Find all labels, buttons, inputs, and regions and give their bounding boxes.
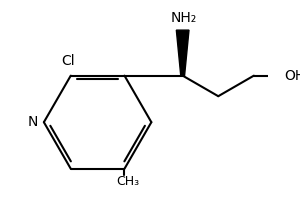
Text: N: N xyxy=(27,115,38,129)
Text: NH₂: NH₂ xyxy=(171,11,197,25)
Polygon shape xyxy=(176,30,189,76)
Text: CH₃: CH₃ xyxy=(116,175,139,188)
Text: OH: OH xyxy=(284,69,300,83)
Text: Cl: Cl xyxy=(61,54,74,68)
